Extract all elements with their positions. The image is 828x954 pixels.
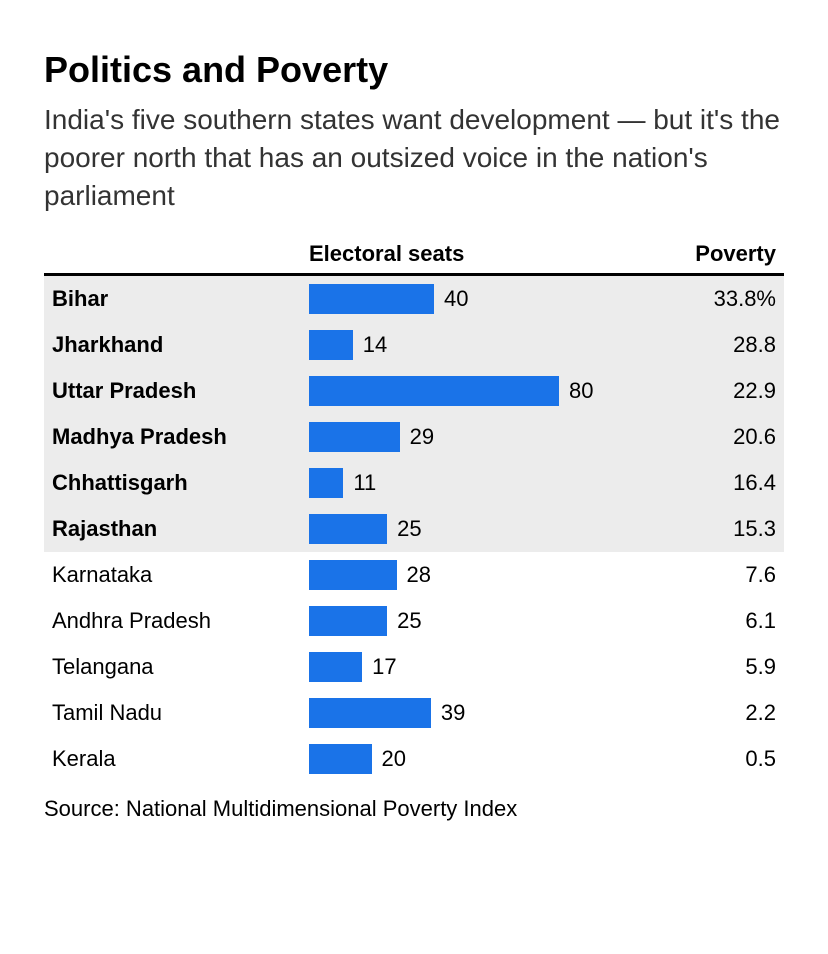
table-row: Bihar 40 33.8% (44, 276, 784, 322)
table-row: Chhattisgarh 11 16.4 (44, 460, 784, 506)
state-name: Kerala (52, 746, 309, 772)
seats-value: 25 (397, 608, 421, 634)
table-row: Telangana 17 5.9 (44, 644, 784, 690)
table-row: Tamil Nadu 39 2.2 (44, 690, 784, 736)
poverty-value: 7.6 (609, 562, 776, 588)
seats-value: 14 (363, 332, 387, 358)
seats-value: 40 (444, 286, 468, 312)
header-poverty: Poverty (609, 241, 784, 267)
poverty-value: 16.4 (609, 470, 776, 496)
seats-value: 25 (397, 516, 421, 542)
bar-cell: 14 (309, 330, 609, 360)
seats-bar (309, 284, 434, 314)
source-text: Source: National Multidimensional Povert… (44, 796, 784, 822)
seats-bar (309, 468, 343, 498)
poverty-value: 5.9 (609, 654, 776, 680)
bar-cell: 11 (309, 468, 609, 498)
state-name: Uttar Pradesh (52, 378, 309, 404)
state-name: Telangana (52, 654, 309, 680)
state-name: Rajasthan (52, 516, 309, 542)
poverty-value: 6.1 (609, 608, 776, 634)
table-row: Andhra Pradesh 25 6.1 (44, 598, 784, 644)
chart-title: Politics and Poverty (44, 48, 784, 91)
bar-cell: 25 (309, 606, 609, 636)
table-row: Karnataka 28 7.6 (44, 552, 784, 598)
table-row: Rajasthan 25 15.3 (44, 506, 784, 552)
state-name: Karnataka (52, 562, 309, 588)
table-row: Uttar Pradesh 80 22.9 (44, 368, 784, 414)
table-row: Madhya Pradesh 29 20.6 (44, 414, 784, 460)
poverty-value: 2.2 (609, 700, 776, 726)
bar-cell: 40 (309, 284, 609, 314)
seats-value: 39 (441, 700, 465, 726)
bar-cell: 20 (309, 744, 609, 774)
poverty-value: 20.6 (609, 424, 776, 450)
bar-cell: 80 (309, 376, 609, 406)
seats-bar (309, 422, 400, 452)
seats-bar (309, 652, 362, 682)
chart-subtitle: India's five southern states want develo… (44, 101, 784, 214)
poverty-value: 28.8 (609, 332, 776, 358)
seats-bar (309, 330, 353, 360)
bar-cell: 25 (309, 514, 609, 544)
bar-cell: 28 (309, 560, 609, 590)
seats-value: 80 (569, 378, 593, 404)
poverty-value: 15.3 (609, 516, 776, 542)
table-row: Kerala 20 0.5 (44, 736, 784, 782)
table-row: Jharkhand 14 28.8 (44, 322, 784, 368)
state-name: Andhra Pradesh (52, 608, 309, 634)
seats-bar (309, 698, 431, 728)
table-header: Electoral seats Poverty (44, 241, 784, 276)
seats-bar (309, 514, 387, 544)
seats-bar (309, 606, 387, 636)
seats-bar (309, 744, 372, 774)
state-name: Bihar (52, 286, 309, 312)
table-body: Bihar 40 33.8% Jharkhand 14 28.8 Uttar Pradesh… (44, 276, 784, 782)
state-name: Jharkhand (52, 332, 309, 358)
seats-value: 29 (410, 424, 434, 450)
seats-bar (309, 560, 397, 590)
poverty-value: 33.8% (609, 286, 776, 312)
bar-cell: 39 (309, 698, 609, 728)
seats-value: 20 (382, 746, 406, 772)
state-name: Chhattisgarh (52, 470, 309, 496)
seats-value: 28 (407, 562, 431, 588)
state-name: Madhya Pradesh (52, 424, 309, 450)
poverty-value: 22.9 (609, 378, 776, 404)
seats-bar (309, 376, 559, 406)
bar-cell: 17 (309, 652, 609, 682)
seats-value: 11 (353, 470, 376, 496)
seats-value: 17 (372, 654, 396, 680)
state-name: Tamil Nadu (52, 700, 309, 726)
header-seats: Electoral seats (309, 241, 609, 267)
poverty-value: 0.5 (609, 746, 776, 772)
bar-cell: 29 (309, 422, 609, 452)
